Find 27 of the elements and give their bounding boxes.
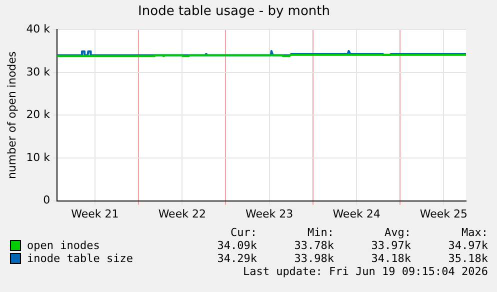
x-tick-label: Week 22 [158, 207, 206, 220]
text: 33.98k [293, 252, 334, 265]
text: 34.97k [447, 239, 488, 252]
text: Avg: [384, 226, 411, 239]
text: 34.29k [216, 252, 257, 265]
chart-title: Inode table usage - by month [138, 4, 330, 20]
text: 33.78k [293, 239, 334, 252]
text: Max: [460, 226, 488, 239]
text: Cur: [230, 226, 257, 239]
y-tick-label: 40 k [26, 22, 51, 36]
y-axis-title: number of open inodes [5, 51, 18, 180]
y-tick-label: 20 k [26, 108, 51, 122]
legend-label: open inodes [27, 239, 100, 252]
y-tick-label: 0 [43, 194, 50, 207]
text: 35.18k [447, 252, 488, 265]
text: Last update: Fri Jun 19 09:15:04 2026 [242, 265, 488, 278]
x-tick-label: Week 24 [332, 207, 380, 220]
text: Min: [306, 226, 334, 239]
y-tick-label: 10 k [26, 150, 51, 164]
x-tick-label: Week 23 [245, 207, 294, 220]
text: 34.18k [370, 252, 411, 265]
legend-label: inode table size [27, 252, 133, 265]
text: 33.97k [370, 239, 411, 252]
text: 34.09k [216, 239, 257, 252]
y-tick-label: 30 k [26, 65, 51, 78]
x-tick-label: Week 25 [420, 207, 468, 220]
x-tick-label: Week 21 [71, 207, 119, 220]
